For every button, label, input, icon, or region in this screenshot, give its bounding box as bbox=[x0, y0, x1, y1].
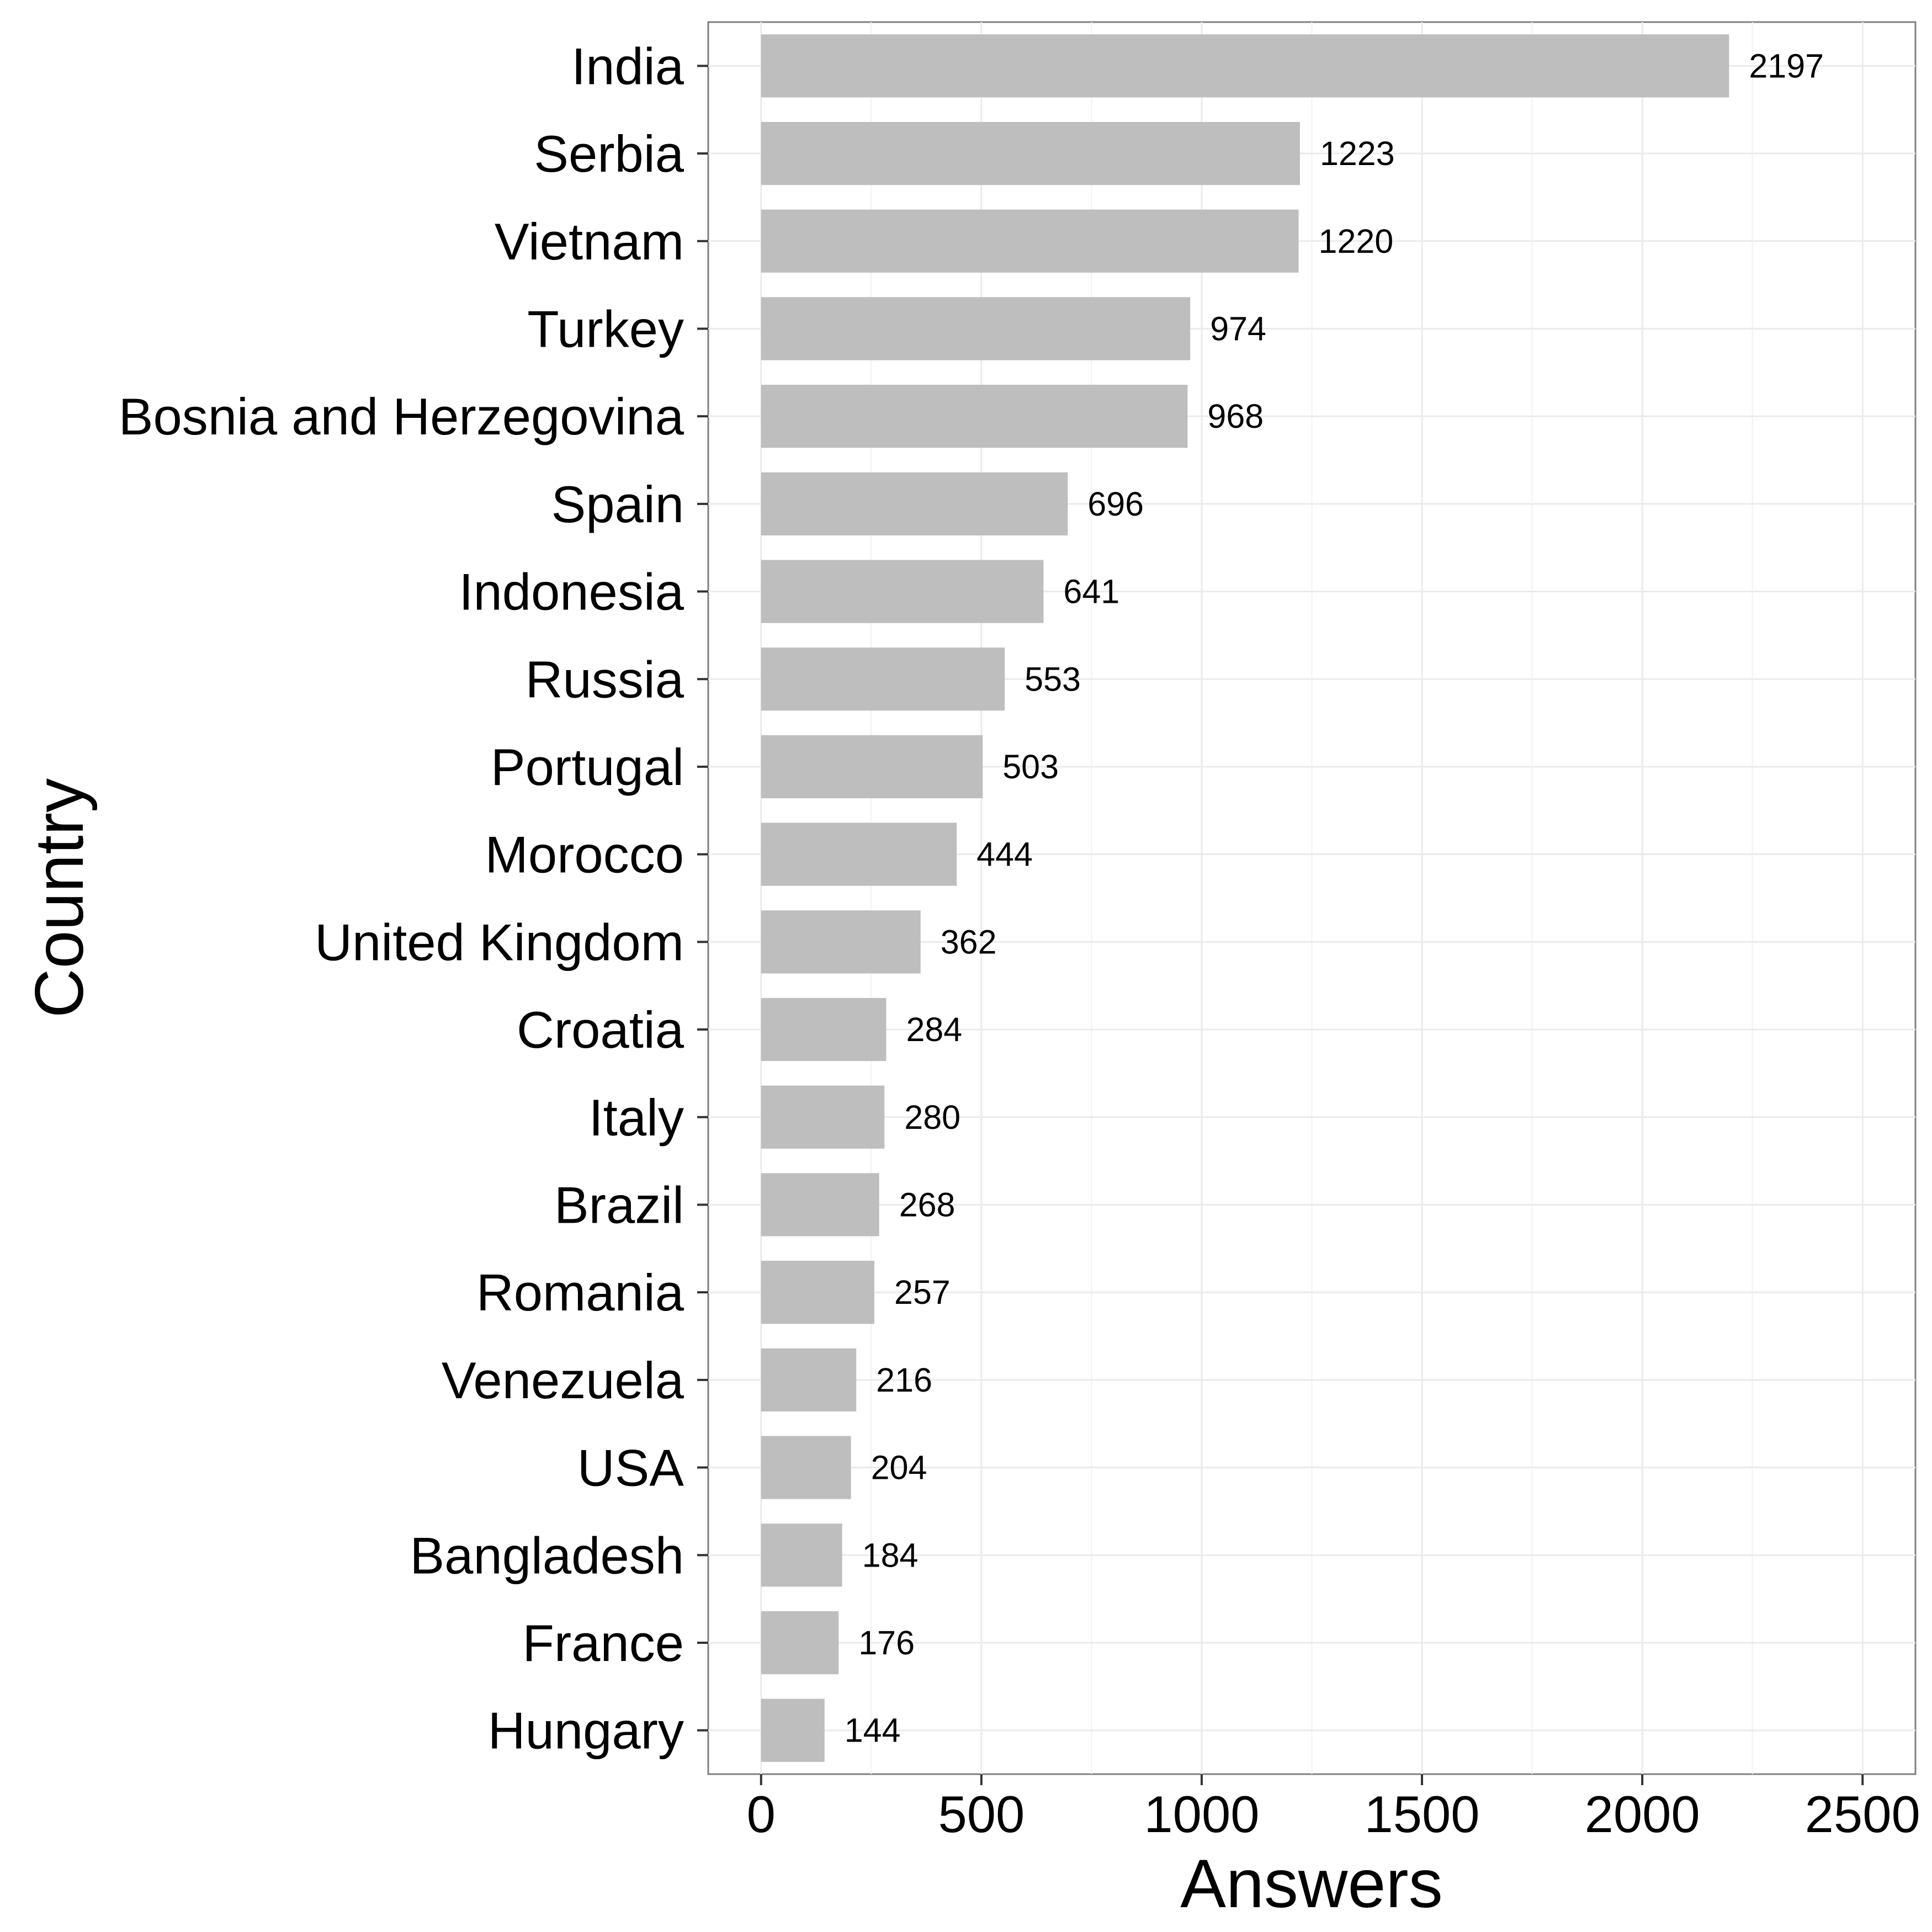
x-axis-ticks: 0 500 1000 1500 2000 2500 bbox=[747, 1774, 1920, 1843]
y-tick-label: Croatia bbox=[517, 1001, 684, 1059]
bar bbox=[761, 735, 983, 799]
bar bbox=[761, 121, 1300, 185]
value-label: 268 bbox=[899, 1186, 956, 1223]
y-tick-label: Spain bbox=[551, 475, 684, 533]
value-labels: 2197 1223 1220 974 968 696 641 553 503 444 362 284 2… bbox=[845, 47, 1824, 1749]
bar bbox=[761, 647, 1005, 711]
y-axis-categories: India Serbia Vietnam Turkey Bosnia and Herze… bbox=[119, 37, 708, 1760]
bar bbox=[761, 1699, 825, 1762]
y-tick-label: United Kingdom bbox=[315, 913, 684, 971]
x-tick-label: 2000 bbox=[1585, 1785, 1700, 1843]
bar bbox=[761, 822, 957, 886]
bar bbox=[761, 910, 921, 974]
value-label: 284 bbox=[906, 1011, 962, 1048]
y-tick-label: USA bbox=[577, 1439, 684, 1497]
x-tick-label: 0 bbox=[747, 1785, 776, 1843]
y-tick-label: Russia bbox=[526, 650, 684, 708]
value-label: 144 bbox=[845, 1712, 901, 1749]
y-tick-label: Indonesia bbox=[459, 563, 684, 621]
value-label: 257 bbox=[894, 1273, 951, 1311]
value-label: 641 bbox=[1063, 573, 1119, 611]
value-label: 968 bbox=[1207, 397, 1264, 435]
y-tick-label: Romania bbox=[476, 1264, 684, 1321]
value-label: 974 bbox=[1210, 310, 1266, 347]
y-tick-label: Italy bbox=[589, 1089, 684, 1147]
y-tick-label: Hungary bbox=[488, 1702, 684, 1760]
value-label: 2197 bbox=[1749, 47, 1824, 84]
bar bbox=[761, 1261, 874, 1324]
y-tick-label: Morocco bbox=[485, 826, 684, 884]
value-label: 184 bbox=[862, 1536, 919, 1574]
value-label: 216 bbox=[876, 1361, 932, 1399]
value-label: 444 bbox=[976, 836, 1033, 873]
value-label: 553 bbox=[1025, 660, 1081, 698]
y-tick-label: France bbox=[522, 1614, 684, 1672]
bar bbox=[761, 1524, 842, 1587]
x-tick-label: 2500 bbox=[1805, 1785, 1920, 1843]
x-axis-title: Answers bbox=[1180, 1846, 1442, 1922]
value-label: 1223 bbox=[1320, 135, 1395, 172]
x-tick-label: 1500 bbox=[1364, 1785, 1479, 1843]
value-label: 503 bbox=[1002, 748, 1059, 785]
bar bbox=[761, 560, 1044, 623]
x-tick-label: 1000 bbox=[1144, 1785, 1259, 1843]
y-tick-label: Portugal bbox=[491, 738, 684, 796]
bar bbox=[761, 209, 1299, 273]
bar bbox=[761, 385, 1188, 448]
x-tick-label: 500 bbox=[938, 1785, 1025, 1843]
y-tick-label: Venezuela bbox=[442, 1351, 684, 1409]
value-label: 696 bbox=[1087, 485, 1144, 523]
y-tick-label: Turkey bbox=[527, 300, 684, 358]
y-tick-label: Bangladesh bbox=[410, 1526, 684, 1584]
y-tick-label: Vietnam bbox=[495, 213, 684, 270]
value-label: 1220 bbox=[1319, 222, 1394, 260]
value-label: 204 bbox=[871, 1449, 927, 1487]
y-tick-label: Serbia bbox=[534, 125, 684, 183]
y-axis-title: Country bbox=[22, 778, 98, 1018]
bar bbox=[761, 997, 887, 1061]
bar bbox=[761, 1085, 885, 1149]
value-label: 280 bbox=[904, 1098, 960, 1136]
y-tick-label: Brazil bbox=[554, 1176, 684, 1234]
bar bbox=[761, 34, 1729, 98]
bar bbox=[761, 472, 1068, 535]
value-label: 362 bbox=[941, 923, 997, 960]
bar bbox=[761, 1436, 851, 1499]
bar bbox=[761, 297, 1191, 360]
bar bbox=[761, 1173, 879, 1236]
bars bbox=[761, 34, 1729, 1762]
bar bbox=[761, 1348, 857, 1411]
bar bbox=[761, 1611, 839, 1675]
y-tick-label: Bosnia and Herzegovina bbox=[119, 388, 684, 445]
y-tick-label: India bbox=[571, 37, 684, 95]
value-label: 176 bbox=[858, 1624, 915, 1662]
